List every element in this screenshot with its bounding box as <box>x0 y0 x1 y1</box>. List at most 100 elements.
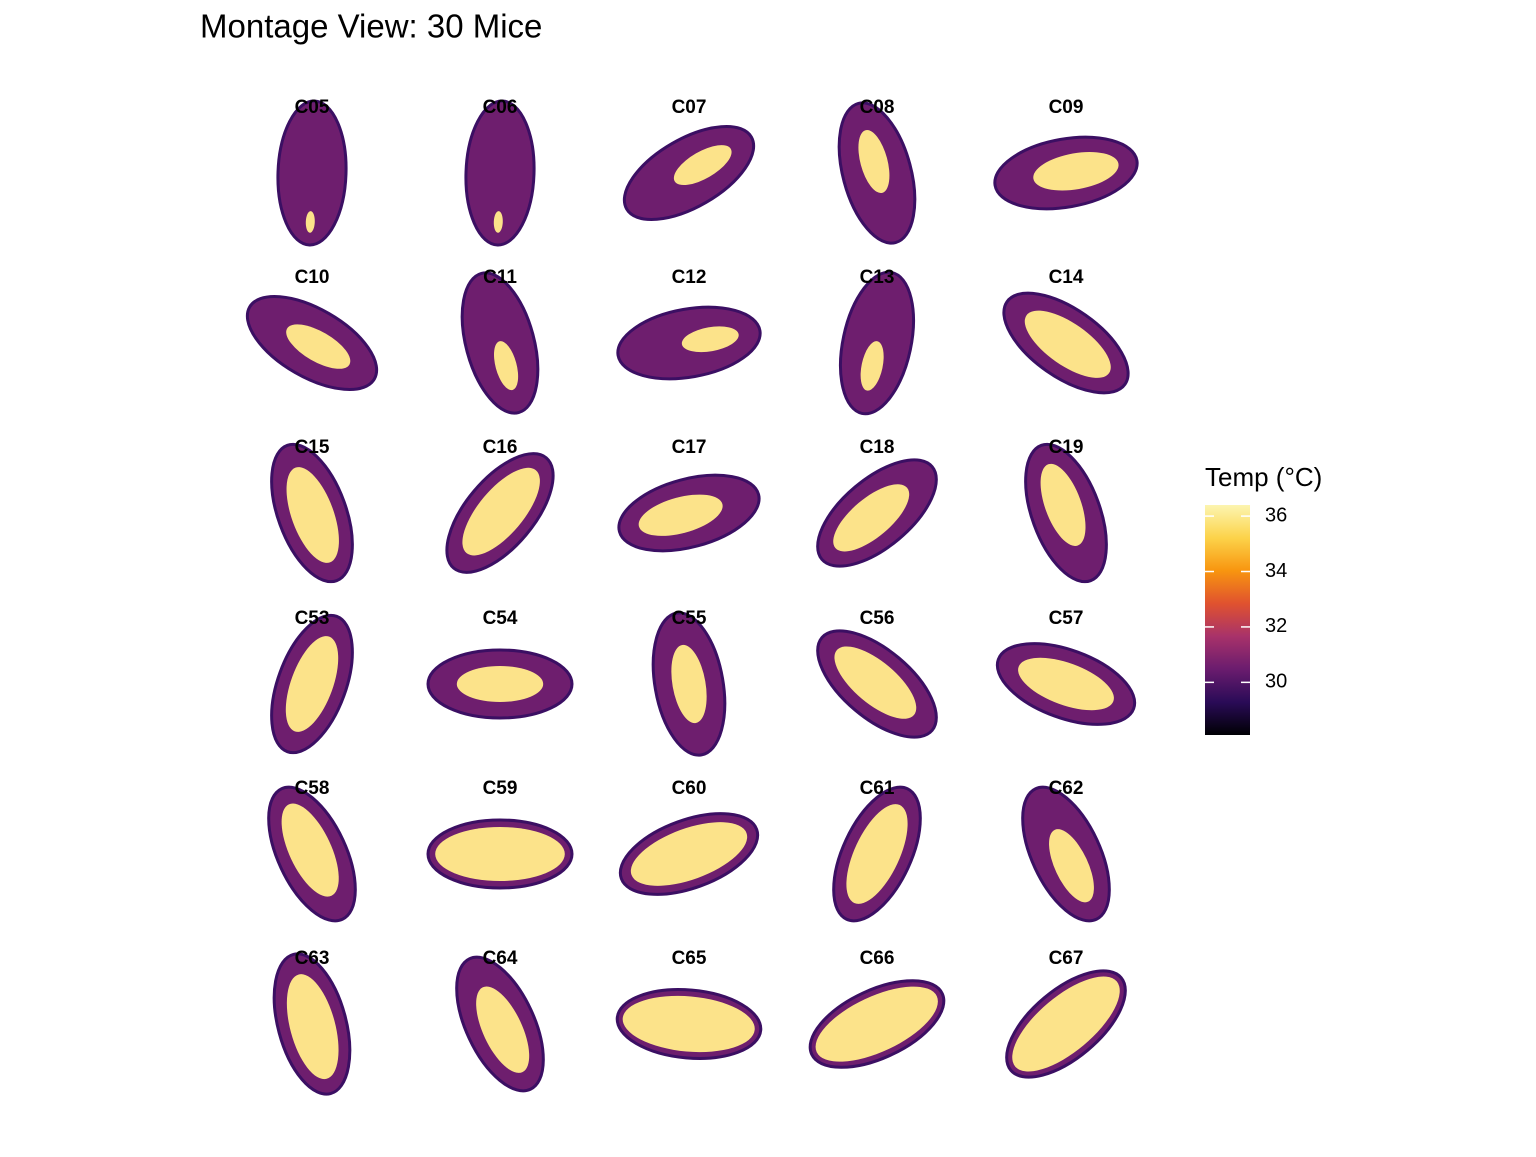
panel-label: C17 <box>672 437 707 458</box>
panel-label: C19 <box>1049 437 1084 458</box>
mouse-thumbnail <box>455 955 545 1093</box>
mouse-thumbnail <box>617 473 761 553</box>
panel-label: C57 <box>1049 608 1084 629</box>
mouse-thumbnail <box>426 818 574 890</box>
panel-label: C53 <box>295 608 330 629</box>
panel-label: C12 <box>672 267 707 288</box>
mouse-thumbnail <box>1024 442 1108 584</box>
mouse-thumbnail <box>622 124 756 222</box>
mouse-warm-area <box>833 484 910 552</box>
panel-label: C14 <box>1049 267 1084 288</box>
mouse-thumbnail <box>460 271 540 415</box>
panel-label: C54 <box>483 608 518 629</box>
mouse-warm-area <box>834 646 917 719</box>
mouse-thumbnail <box>1021 785 1111 923</box>
mouse-body <box>276 99 348 247</box>
legend-tick-label: 36 <box>1265 504 1287 526</box>
panel-label: C16 <box>483 437 518 458</box>
mouse-warm-area <box>860 341 884 391</box>
mouse-thumbnail <box>618 812 760 896</box>
legend-tick-label: 34 <box>1265 560 1287 582</box>
panel-label: C67 <box>1049 948 1084 969</box>
panel-label: C65 <box>672 948 707 969</box>
mouse-thumbnail <box>270 442 354 584</box>
panel-label: C06 <box>483 97 518 118</box>
mouse-warm-area <box>462 467 540 556</box>
panel-label: C55 <box>672 608 707 629</box>
panel-label: C56 <box>860 608 895 629</box>
mouse-warm-area <box>622 995 755 1053</box>
panel-label: C18 <box>860 437 895 458</box>
panel-label: C10 <box>295 267 330 288</box>
mouse-warm-area <box>846 804 908 904</box>
mouse-thumbnail <box>816 629 938 739</box>
panel-label: C64 <box>483 948 518 969</box>
mouse-thumbnail <box>445 452 555 574</box>
mouse-warm-area <box>305 211 315 233</box>
mouse-thumbnail <box>1005 969 1127 1079</box>
panel-label: C15 <box>295 437 330 458</box>
mouse-warm-area <box>1012 976 1120 1072</box>
legend-tick-label: 32 <box>1265 615 1287 637</box>
panel-label: C63 <box>295 948 330 969</box>
mouse-warm-area <box>1018 657 1114 711</box>
mouse-thumbnail <box>995 642 1137 726</box>
panel-label: C61 <box>860 778 895 799</box>
mouse-warm-area <box>673 145 732 186</box>
mouse-thumbnail <box>464 99 536 247</box>
mouse-warm-area <box>681 326 739 353</box>
mouse-thumbnail <box>270 613 354 755</box>
chart-title: Montage View: 30 Mice <box>200 8 542 45</box>
panel-label: C13 <box>860 267 895 288</box>
panel-label: C05 <box>295 97 330 118</box>
mouse-thumbnail <box>808 979 946 1069</box>
mouse-warm-area <box>476 986 530 1073</box>
mouse-warm-area <box>281 803 339 897</box>
legend-tick-label: 30 <box>1265 671 1287 693</box>
panel-label: C07 <box>672 97 707 118</box>
mouse-warm-area <box>493 211 503 233</box>
mouse-thumbnail <box>616 305 762 381</box>
panel-label: C60 <box>672 778 707 799</box>
panel-label: C66 <box>860 948 895 969</box>
mouse-warm-area <box>285 636 339 732</box>
mouse-thumbnail <box>245 294 379 392</box>
mouse-warm-area <box>456 666 544 702</box>
colorbar <box>1205 505 1250 735</box>
mouse-thumbnail <box>615 988 763 1060</box>
mouse-thumbnail <box>426 648 574 720</box>
mouse-warm-area <box>435 827 565 881</box>
mouse-warm-area <box>671 644 707 724</box>
mouse-thumbnail <box>276 99 348 247</box>
mouse-warm-area <box>1040 463 1086 546</box>
mouse-warm-area <box>286 467 339 563</box>
mouse-thumbnail <box>832 785 922 923</box>
mouse-warm-area <box>630 822 748 886</box>
mouse-warm-area <box>493 341 519 391</box>
mouse-warm-area <box>286 324 351 369</box>
mouse-thumbnail <box>837 101 917 245</box>
mouse-thumbnail <box>1002 291 1130 395</box>
mouse-warm-area <box>815 986 938 1062</box>
legend-title: Temp (°C) <box>1205 462 1322 492</box>
mouse-warm-area <box>858 130 890 194</box>
panel-label: C62 <box>1049 778 1084 799</box>
panel-label: C11 <box>483 267 517 288</box>
mouse-thumbnail <box>839 270 915 416</box>
panel-label: C09 <box>1049 97 1084 118</box>
panel-label: C58 <box>295 778 330 799</box>
mouse-warm-area <box>286 974 339 1080</box>
mouse-thumbnail <box>267 785 357 923</box>
mouse-thumbnail <box>651 611 727 757</box>
mouse-warm-area <box>638 494 723 536</box>
mouse-warm-area <box>1024 310 1111 378</box>
panel-label: C08 <box>860 97 895 118</box>
mouse-thumbnail <box>816 458 938 568</box>
mouse-thumbnail <box>272 952 352 1096</box>
panel-label: C59 <box>483 778 518 799</box>
mouse-warm-area <box>1033 152 1119 191</box>
mouse-body <box>464 99 536 247</box>
mouse-thumbnail <box>993 135 1139 211</box>
mouse-warm-area <box>1049 829 1094 903</box>
